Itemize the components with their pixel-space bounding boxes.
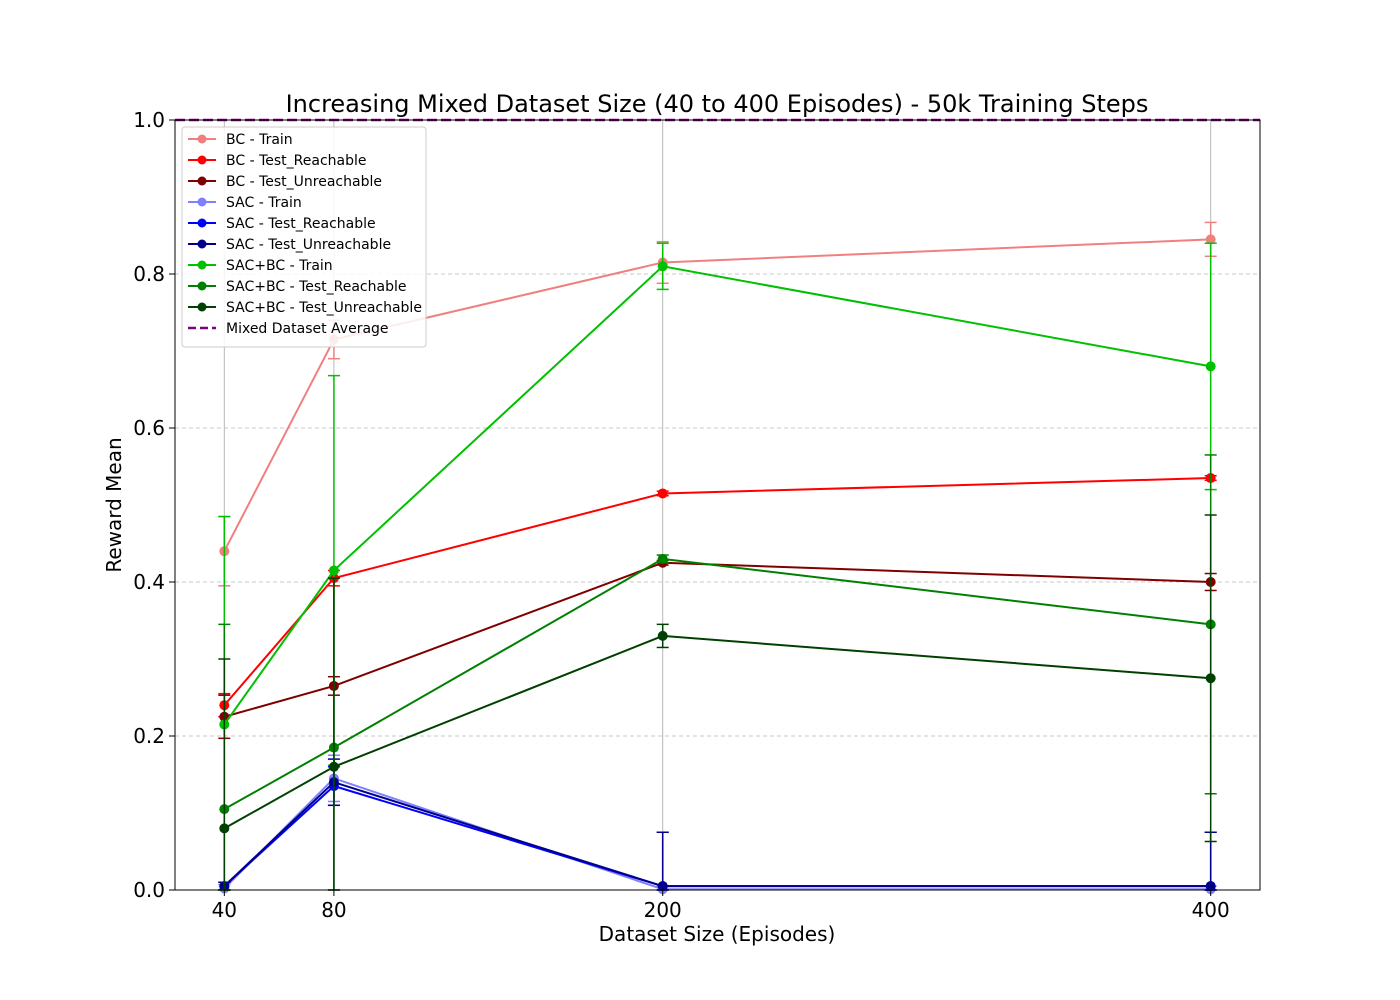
x-axis-label: Dataset Size (Episodes) — [599, 922, 836, 946]
legend-marker — [197, 155, 207, 165]
data-point — [1205, 361, 1216, 372]
series-line — [223, 781, 1211, 888]
series-8 — [218, 514, 1217, 891]
legend-marker — [197, 218, 207, 228]
legend-marker — [197, 134, 207, 144]
legend-box — [181, 126, 427, 348]
legend-marker — [197, 302, 207, 312]
x-tick-label: 400 — [1192, 898, 1230, 922]
series-layer — [218, 221, 1217, 895]
x-tick-label: 80 — [321, 898, 346, 922]
plot-frame — [174, 119, 1261, 891]
series-line — [223, 265, 1211, 726]
legend-label: SAC - Test_Unreachable — [226, 237, 391, 253]
data-point — [657, 553, 668, 564]
legend-label: SAC+BC - Test_Reachable — [226, 279, 406, 295]
series-line — [223, 477, 1211, 706]
data-point — [328, 761, 339, 772]
series-line — [224, 561, 1211, 718]
data-point — [1205, 881, 1216, 892]
legend-label: BC - Train — [226, 132, 293, 148]
data-point — [657, 881, 668, 892]
series-line — [223, 557, 1211, 811]
x-tick-label: 40 — [212, 898, 237, 922]
data-point — [328, 565, 339, 576]
y-tick-label: 0.8 — [133, 262, 165, 286]
data-point — [219, 823, 230, 834]
y-tick-label: 0.4 — [133, 570, 165, 594]
y-tick-label: 0.6 — [133, 416, 165, 440]
x-tick-label: 200 — [644, 898, 682, 922]
axes: 0.0 0.2 0.4 0.6 0.8 1.0 40 80 200 400 — [133, 108, 1230, 922]
series-1 — [218, 473, 1217, 718]
legend-label: SAC+BC - Test_Unreachable — [226, 300, 422, 316]
data-point — [657, 630, 668, 641]
data-point — [1205, 234, 1216, 245]
series-line — [223, 634, 1211, 830]
y-tick-label: 0.2 — [133, 724, 165, 748]
legend-label: SAC - Test_Reachable — [226, 216, 376, 232]
y-tick-label: 1.0 — [133, 108, 165, 132]
legend-marker — [197, 176, 207, 186]
data-point — [1205, 673, 1216, 684]
legend-marker — [197, 260, 207, 270]
y-axis-label: Reward Mean — [102, 437, 126, 572]
legend-label: BC - Test_Reachable — [226, 153, 367, 169]
legend-label: SAC - Train — [226, 195, 302, 211]
y-tick-label: 0.0 — [133, 878, 165, 902]
data-point — [657, 261, 668, 272]
legend-marker — [197, 239, 207, 249]
legend-label: BC - Test_Unreachable — [226, 174, 382, 190]
series-line — [223, 238, 1211, 552]
legend-label: SAC+BC - Train — [226, 258, 333, 274]
legend-label: Mixed Dataset Average — [226, 321, 389, 337]
legend: BC - Train BC - Test_Reachable BC - Test_U… — [181, 126, 427, 348]
data-point — [657, 488, 668, 499]
chart-title: Increasing Mixed Dataset Size (40 to 400… — [286, 90, 1149, 118]
legend-marker — [197, 197, 207, 207]
legend-marker — [197, 281, 207, 291]
